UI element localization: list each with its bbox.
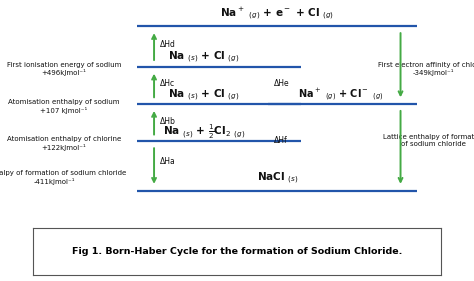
Text: ΔHf: ΔHf <box>274 136 288 145</box>
Text: ΔHb: ΔHb <box>160 117 176 126</box>
Text: Atomisation enthalpy of chlorine
+122kJmol⁻¹: Atomisation enthalpy of chlorine +122kJm… <box>7 136 121 151</box>
Text: Na $_{(s)}$ + Cl $_{(g)}$: Na $_{(s)}$ + Cl $_{(g)}$ <box>168 50 240 65</box>
Text: NaCl $_{(s)}$: NaCl $_{(s)}$ <box>256 171 298 186</box>
Text: Enthalpy of formation of sodium chloride
-411kJmol⁻¹: Enthalpy of formation of sodium chloride… <box>0 170 126 185</box>
Text: First electron affinity of chlorine
-349kJmol⁻¹: First electron affinity of chlorine -349… <box>378 62 474 76</box>
Text: Na$^+$ $_{(g)}$ + Cl$^-$ $_{(g)}$: Na$^+$ $_{(g)}$ + Cl$^-$ $_{(g)}$ <box>299 87 384 103</box>
Text: Atomisation enthalpy of sodium
+107 kJmol⁻¹: Atomisation enthalpy of sodium +107 kJmo… <box>8 99 120 114</box>
Text: Fig 1. Born-Haber Cycle for the formation of Sodium Chloride.: Fig 1. Born-Haber Cycle for the formatio… <box>72 247 402 256</box>
Text: Na $_{(s)}$ + $\frac{1}{2}$Cl$_2$ $_{(g)}$: Na $_{(s)}$ + $\frac{1}{2}$Cl$_2$ $_{(g)… <box>163 123 245 141</box>
Text: First ionisation energy of sodium
+496kJmol⁻¹: First ionisation energy of sodium +496kJ… <box>7 62 121 76</box>
Text: ΔHa: ΔHa <box>160 157 176 166</box>
Text: Lattice enthalpy of formation
of sodium chloride: Lattice enthalpy of formation of sodium … <box>383 133 474 147</box>
Text: Na $_{(s)}$ + Cl $_{(g)}$: Na $_{(s)}$ + Cl $_{(g)}$ <box>168 87 240 103</box>
Text: ΔHe: ΔHe <box>274 79 290 88</box>
Text: ΔHc: ΔHc <box>160 79 175 88</box>
Text: ΔHd: ΔHd <box>160 40 176 49</box>
Text: Na$^+$ $_{(g)}$ + e$^-$ + Cl $_{(g)}$: Na$^+$ $_{(g)}$ + e$^-$ + Cl $_{(g)}$ <box>220 6 334 22</box>
